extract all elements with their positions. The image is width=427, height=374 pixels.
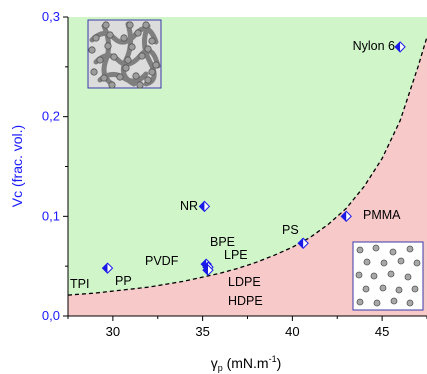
point-label-pvdf: PVDF (145, 254, 179, 268)
data-point-marker (340, 210, 352, 223)
data-point-marker (198, 200, 211, 213)
y-tick-label: 0,2 (42, 109, 60, 124)
x-axis-title: γp (mN.m-1) (211, 354, 282, 373)
point-label-pmma: PMMA (363, 208, 401, 222)
y-tick-label: 0,1 (42, 208, 60, 223)
x-ticks: 30 35 40 45 (67, 316, 427, 339)
point-label-nylon-6: Nylon 6 (353, 39, 395, 53)
x-tick-label: 40 (285, 324, 299, 339)
point-label-bpe: BPE (210, 235, 235, 249)
point-label-nr: NR (180, 199, 198, 213)
x-tick-label: 35 (195, 324, 209, 339)
data-markers (101, 41, 406, 276)
network-inset-icon (87, 19, 162, 89)
x-tick-label: 30 (106, 324, 120, 339)
point-label-hdpe: HDPE (228, 294, 263, 308)
point-label-tpi: TPI (70, 277, 89, 291)
y-tick-label: 0,0 (42, 308, 60, 323)
y-tick-label: 0,3 (42, 9, 60, 24)
lower-region (68, 36, 427, 316)
y-axis-title: Vc (frac. vol.) (9, 125, 25, 207)
data-point-marker (101, 262, 114, 274)
data-point-marker (202, 264, 214, 276)
point-label-pp: PP (115, 274, 132, 288)
y-ticks: 0,0 0,1 0,2 0,3 (42, 9, 68, 323)
data-point-marker (394, 41, 406, 53)
x-tick-label: 45 (375, 324, 389, 339)
data-point-marker (297, 237, 309, 249)
dispersed-inset-icon (352, 241, 424, 311)
point-label-ldpe: LDPE (228, 275, 261, 289)
boundary-curve (68, 36, 427, 296)
point-label-ps: PS (282, 223, 299, 237)
point-label-lpe: LPE (224, 248, 248, 262)
